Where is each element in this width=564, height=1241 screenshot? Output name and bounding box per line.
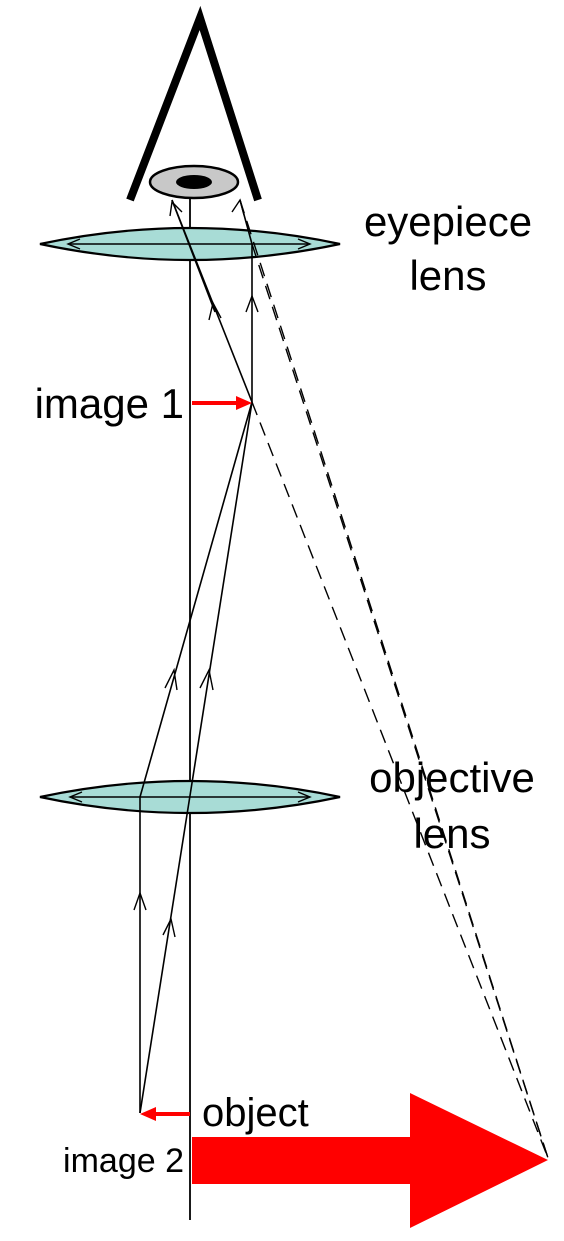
objective-label-line1: objective bbox=[369, 754, 535, 801]
ray-eyepiece-continue bbox=[171, 199, 216, 313]
rays-lower bbox=[133, 401, 253, 1114]
eye-pupil bbox=[176, 175, 212, 189]
objective-label-line2: lens bbox=[413, 810, 490, 857]
objective-arrow-left-head bbox=[68, 791, 83, 803]
image1-arrow-head bbox=[236, 396, 252, 410]
eye-outline bbox=[126, 5, 262, 202]
eye bbox=[126, 5, 262, 202]
virtual-ray-3 bbox=[251, 401, 549, 1159]
eyepiece-arrow-left-head bbox=[66, 238, 81, 250]
chevron-ray-center-mid bbox=[199, 667, 214, 691]
eyepiece-arrow-right-head bbox=[297, 238, 312, 250]
image2-arrow bbox=[192, 1093, 548, 1228]
chevron-ray-upper-left bbox=[208, 301, 222, 321]
chevron-ray-upper-right bbox=[245, 294, 259, 313]
object-label: object bbox=[202, 1091, 309, 1135]
eyepiece-label-line1: eyepiece bbox=[364, 198, 532, 245]
object-arrow bbox=[140, 1107, 190, 1121]
image2-label: image 2 bbox=[63, 1142, 184, 1180]
virtual-ray-1 bbox=[239, 199, 549, 1159]
objective-arrow-right-head bbox=[297, 791, 312, 803]
virtual-ray-2 bbox=[251, 243, 549, 1159]
ray-through-center bbox=[139, 401, 253, 1114]
chevron-ray-eye-left bbox=[169, 200, 183, 217]
eyepiece-label-line2: lens bbox=[409, 252, 486, 299]
object-arrow-head bbox=[140, 1107, 156, 1121]
chevron-ray-parallel-low bbox=[133, 890, 147, 911]
image1-label: image 1 bbox=[35, 380, 184, 427]
chevron-ray-parallel-mid bbox=[164, 667, 178, 691]
ray-parallel bbox=[139, 401, 253, 1113]
chevron-ray-center-low bbox=[162, 916, 176, 938]
virtual-rays bbox=[239, 199, 549, 1159]
image1-arrow bbox=[192, 396, 252, 410]
